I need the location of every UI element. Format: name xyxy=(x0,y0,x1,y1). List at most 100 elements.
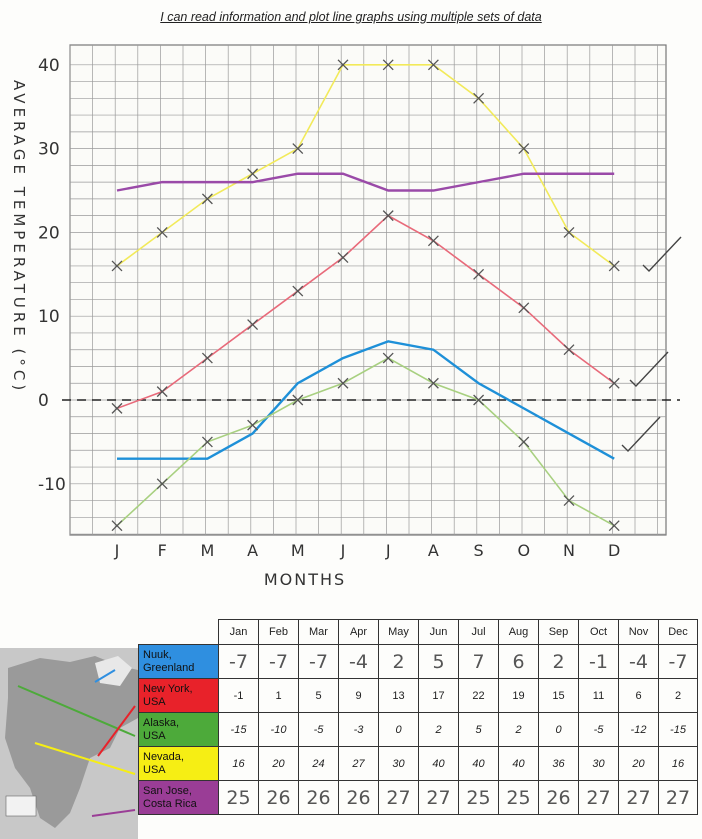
data-point xyxy=(518,302,530,314)
temperature-cell: 0 xyxy=(378,712,419,747)
temperature-cell: 26 xyxy=(258,780,299,815)
check-mark xyxy=(629,351,669,388)
data-point xyxy=(382,210,394,222)
temperature-cell: 25 xyxy=(218,780,259,815)
temperature-cell: 13 xyxy=(378,678,419,713)
x-tick-label: N xyxy=(563,541,575,560)
y-tick-label: 40 xyxy=(38,56,60,76)
data-point xyxy=(563,344,575,356)
data-point xyxy=(427,59,439,71)
month-header: Aug xyxy=(498,619,539,645)
location-name: Nevada, xyxy=(143,750,184,763)
temperature-cell: 19 xyxy=(498,678,539,713)
temperature-cell: 1 xyxy=(258,678,299,713)
month-header: Jan xyxy=(218,619,259,645)
temperature-cell: 40 xyxy=(498,746,539,781)
temperature-cell: -3 xyxy=(338,712,379,747)
data-point xyxy=(563,495,575,507)
data-point xyxy=(473,268,485,280)
y-tick-label: -10 xyxy=(38,475,66,495)
y-tick-label: 30 xyxy=(38,140,60,160)
month-header: Sep xyxy=(538,619,579,645)
temperature-cell: 25 xyxy=(458,780,499,815)
temperature-cell: -15 xyxy=(658,712,698,747)
corner-cell xyxy=(139,620,219,645)
data-point xyxy=(473,92,485,104)
line-chart: 40 30 20 10 0 -10 AVERAGE TEMPERATURE (°C) J F M A… xyxy=(10,44,682,589)
temperature-cell: 25 xyxy=(498,780,539,815)
data-point xyxy=(292,285,304,297)
series-line xyxy=(116,64,615,267)
x-tick-label: F xyxy=(158,541,167,560)
data-point xyxy=(608,377,620,389)
location-label: Nevada, USA xyxy=(138,746,219,781)
data-point xyxy=(337,59,349,71)
data-point xyxy=(382,352,394,364)
data-point xyxy=(292,143,304,155)
location-label: San Jose, Costa Rica xyxy=(138,780,219,815)
data-point xyxy=(382,59,394,71)
x-tick-label: J xyxy=(340,541,346,560)
north-america-map xyxy=(0,648,138,839)
temperature-cell: -5 xyxy=(298,712,339,747)
data-point xyxy=(201,436,213,448)
temperature-cell: -4 xyxy=(338,644,379,679)
location-name: New York, xyxy=(143,682,193,695)
temperature-cell: 15 xyxy=(538,678,579,713)
data-point xyxy=(247,419,259,431)
check-mark xyxy=(621,416,661,453)
temperature-cell: 40 xyxy=(458,746,499,781)
data-point xyxy=(111,520,123,532)
data-point xyxy=(201,352,213,364)
table-header-row: Jan Feb Mar Apr May Jun Jul Aug Sep Oct Nov Dec xyxy=(139,619,698,645)
x-tick-label: J xyxy=(385,541,391,560)
data-point xyxy=(563,226,575,238)
temperature-cell: -5 xyxy=(578,712,619,747)
temperature-cell: 27 xyxy=(418,780,459,815)
x-tick-label: D xyxy=(608,541,620,560)
data-point xyxy=(292,394,304,406)
table-row: San Jose, Costa Rica 25 26 26 26 27 27 25 25 26 27 2… xyxy=(138,780,698,815)
data-point xyxy=(156,386,168,398)
temperature-cell: 5 xyxy=(458,712,499,747)
temperature-cell: 5 xyxy=(418,644,459,679)
month-header: Jul xyxy=(458,619,499,645)
data-point xyxy=(427,235,439,247)
temperature-cell: -4 xyxy=(618,644,659,679)
temperature-cell: -12 xyxy=(618,712,659,747)
month-header: Feb xyxy=(258,619,299,645)
temperature-cell: 40 xyxy=(418,746,459,781)
y-axis-label: AVERAGE TEMPERATURE (°C) xyxy=(10,80,28,394)
temperature-cell: 0 xyxy=(538,712,579,747)
temperature-cell: -7 xyxy=(258,644,299,679)
temperature-cell: -1 xyxy=(218,678,259,713)
worksheet-title: I can read information and plot line gra… xyxy=(160,10,542,24)
series-line xyxy=(117,340,615,460)
location-name: San Jose, xyxy=(143,784,192,797)
data-point xyxy=(608,260,620,272)
temperature-cell: 16 xyxy=(658,746,698,781)
temperature-cell: 2 xyxy=(378,644,419,679)
temperature-cell: 22 xyxy=(458,678,499,713)
data-point xyxy=(518,143,530,155)
temperature-cell: 26 xyxy=(338,780,379,815)
data-point xyxy=(247,168,259,180)
x-tick-label: A xyxy=(428,541,439,560)
data-point xyxy=(608,520,620,532)
temperature-cell: 20 xyxy=(258,746,299,781)
x-tick-label: O xyxy=(518,541,531,560)
check-mark xyxy=(642,236,682,273)
temperature-cell: 27 xyxy=(578,780,619,815)
temperature-cell: 27 xyxy=(618,780,659,815)
temperature-cell: -7 xyxy=(218,644,259,679)
location-region: Costa Rica xyxy=(143,797,197,810)
temperature-cell: 36 xyxy=(538,746,579,781)
data-point xyxy=(337,377,349,389)
data-point xyxy=(427,377,439,389)
temperature-cell: 20 xyxy=(618,746,659,781)
location-name: Alaska, xyxy=(143,716,180,729)
x-tick-label: M xyxy=(291,541,305,560)
location-name: Nuuk, xyxy=(143,648,172,661)
data-point xyxy=(156,478,168,490)
x-tick-label: A xyxy=(247,541,258,560)
